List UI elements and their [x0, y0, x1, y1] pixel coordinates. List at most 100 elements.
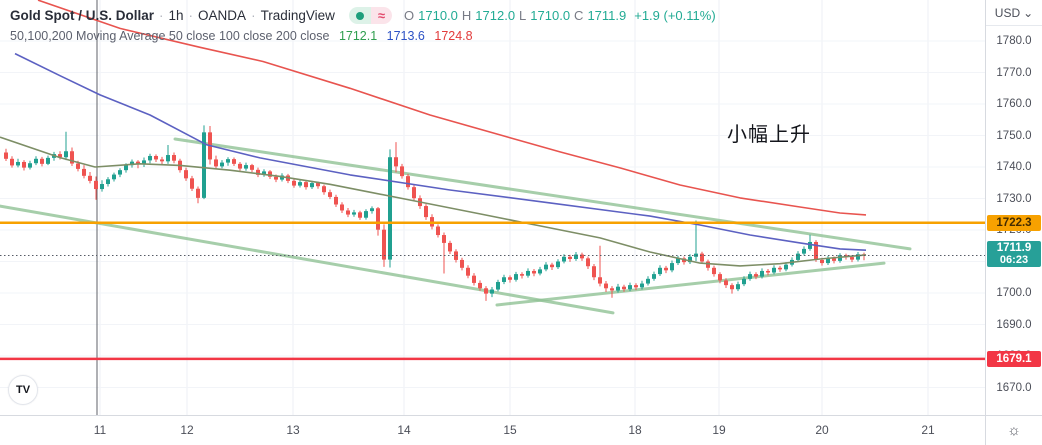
price-axis[interactable]: USD ⌄ 1780.0 1770.0 1760.0 1750.0 1740.0 1730…: [985, 0, 1042, 415]
axis-settings-button[interactable]: ☼: [985, 415, 1042, 445]
candle-body: [160, 159, 164, 162]
ohlc-values: O 1710.0 H 1712.0 L 1710.0 C 1711.9 +1.9 (+0…: [404, 8, 716, 23]
candle-body: [142, 160, 146, 165]
candle-body: [502, 277, 506, 282]
candle-body: [382, 229, 386, 260]
candle-body: [280, 175, 284, 180]
candle-body: [124, 165, 128, 171]
candle-body: [154, 155, 158, 160]
separator: ·: [188, 8, 194, 23]
chart-canvas[interactable]: [0, 0, 985, 415]
change-value: +1.9 (+0.11%): [634, 8, 716, 23]
currency-label: USD: [994, 5, 1021, 20]
candle-body: [70, 151, 74, 164]
ma200-value: 1724.8: [434, 29, 473, 43]
candle-body: [226, 159, 230, 163]
candle-body: [688, 256, 692, 263]
ma50-line[interactable]: [0, 136, 867, 267]
candle-body: [562, 256, 566, 262]
candle-body: [478, 282, 482, 289]
candle-body: [616, 286, 620, 291]
candle-body: [262, 171, 266, 175]
candle-body: [850, 257, 854, 260]
trendline-drawing[interactable]: [495, 261, 886, 307]
candle-body: [472, 275, 476, 283]
interval-label[interactable]: 1h: [168, 8, 184, 23]
ma200-line[interactable]: [37, 0, 867, 216]
candle-body: [760, 270, 764, 277]
candle-body: [508, 277, 512, 280]
candle-body: [544, 264, 548, 270]
chevron-down-icon: ⌄: [1023, 5, 1034, 20]
currency-selector[interactable]: USD ⌄: [986, 0, 1042, 26]
ma100-line[interactable]: [14, 52, 867, 251]
candle-body: [640, 283, 644, 288]
time-tick: 11: [93, 423, 107, 437]
candle-body: [496, 281, 500, 290]
market-open-dot-icon: [355, 11, 364, 20]
candle-body: [634, 285, 638, 288]
candle-body: [718, 274, 722, 281]
time-axis[interactable]: 11 12 13 14 15 18 19 20 21: [0, 415, 985, 445]
text-annotation[interactable]: 小幅上升: [727, 124, 811, 146]
candle-body: [202, 132, 206, 198]
exchange-label: OANDA: [198, 8, 247, 23]
candle-body: [10, 158, 14, 166]
candle-body: [376, 208, 380, 230]
ma-legend-label: 50,100,200 Moving Average 50 close 100 c…: [10, 29, 330, 43]
open-value: 1710.0: [418, 8, 458, 23]
candle-body: [832, 258, 836, 261]
symbol-title[interactable]: Gold Spot / U.S. Dollar: [10, 8, 155, 23]
price-tick: 1690.0: [996, 318, 1032, 331]
candle-body: [148, 155, 152, 161]
ma100-value: 1713.6: [386, 29, 425, 43]
candle-body: [22, 161, 26, 168]
candle-body: [466, 267, 470, 276]
tradingview-logo[interactable]: TV: [8, 375, 38, 405]
candle-body: [406, 176, 410, 188]
current-price-label: 1711.9 06:23: [987, 240, 1041, 267]
candle-body: [334, 196, 338, 205]
candle-body: [304, 182, 308, 188]
candle-body: [484, 288, 488, 294]
trendline-drawing[interactable]: [173, 137, 912, 251]
candle-body: [706, 261, 710, 268]
level-price-label: 1679.1: [987, 350, 1041, 367]
price-tick: 1670.0: [996, 381, 1032, 394]
candle-body: [184, 170, 188, 179]
candle-body: [46, 157, 50, 164]
candle-body: [802, 248, 806, 254]
candle-body: [556, 261, 560, 268]
time-tick: 12: [180, 423, 194, 437]
candle-body: [784, 264, 788, 270]
candle-body: [568, 256, 572, 259]
candle-body: [700, 253, 704, 262]
candle-body: [580, 254, 584, 259]
candle-body: [316, 183, 320, 187]
time-tick: 20: [815, 423, 829, 437]
candle-body: [82, 168, 86, 176]
time-tick: 13: [286, 423, 300, 437]
candle-body: [574, 254, 578, 259]
candle-body: [520, 274, 524, 276]
candle-body: [772, 267, 776, 273]
candle-body: [4, 152, 8, 159]
candle-body: [16, 161, 20, 166]
candle-body: [610, 288, 614, 291]
price-tick: 1760.0: [996, 98, 1032, 110]
candle-body: [598, 277, 602, 284]
candle-body: [196, 188, 200, 198]
candle-body: [448, 242, 452, 252]
candle-body: [676, 258, 680, 264]
delayed-data-icon: ≈: [370, 7, 392, 24]
market-status-badge[interactable]: ≈: [348, 7, 392, 24]
candle-body: [268, 171, 272, 177]
candle-body: [550, 264, 554, 268]
candle-body: [238, 163, 242, 169]
candle-body: [106, 179, 110, 185]
candle-body: [34, 158, 38, 164]
candle-body: [328, 192, 332, 197]
ma-indicator-legend[interactable]: 50,100,200 Moving Average 50 close 100 c…: [10, 29, 716, 43]
candle-body: [442, 235, 446, 243]
